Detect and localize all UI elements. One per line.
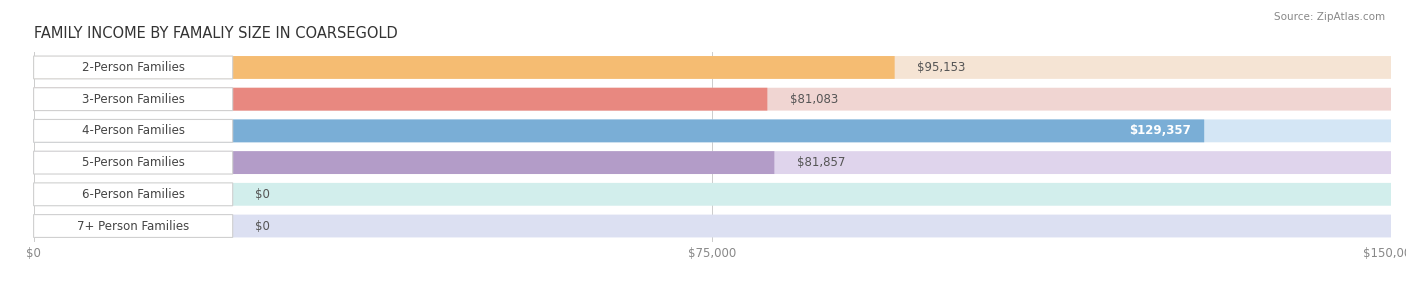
Text: 2-Person Families: 2-Person Families [82,61,184,74]
Text: $81,857: $81,857 [797,156,845,169]
FancyBboxPatch shape [34,183,232,206]
FancyBboxPatch shape [34,120,1204,142]
FancyBboxPatch shape [34,151,232,174]
Text: 5-Person Families: 5-Person Families [82,156,184,169]
FancyBboxPatch shape [34,151,1391,174]
Text: $95,153: $95,153 [917,61,966,74]
Text: 7+ Person Families: 7+ Person Families [77,220,190,232]
Text: $81,083: $81,083 [790,93,838,106]
FancyBboxPatch shape [34,183,1391,206]
Text: $0: $0 [256,188,270,201]
Text: $129,357: $129,357 [1129,124,1191,137]
Text: 4-Person Families: 4-Person Families [82,124,184,137]
FancyBboxPatch shape [34,215,1391,237]
Text: FAMILY INCOME BY FAMALIY SIZE IN COARSEGOLD: FAMILY INCOME BY FAMALIY SIZE IN COARSEG… [34,26,398,41]
FancyBboxPatch shape [34,120,1391,142]
FancyBboxPatch shape [34,88,232,111]
FancyBboxPatch shape [34,88,768,111]
FancyBboxPatch shape [34,56,1391,79]
Text: 3-Person Families: 3-Person Families [82,93,184,106]
Text: 6-Person Families: 6-Person Families [82,188,184,201]
Text: $0: $0 [256,220,270,232]
FancyBboxPatch shape [34,151,775,174]
Text: Source: ZipAtlas.com: Source: ZipAtlas.com [1274,12,1385,22]
FancyBboxPatch shape [34,215,232,237]
FancyBboxPatch shape [34,56,894,79]
FancyBboxPatch shape [34,120,232,142]
FancyBboxPatch shape [34,56,232,79]
FancyBboxPatch shape [34,88,1391,111]
